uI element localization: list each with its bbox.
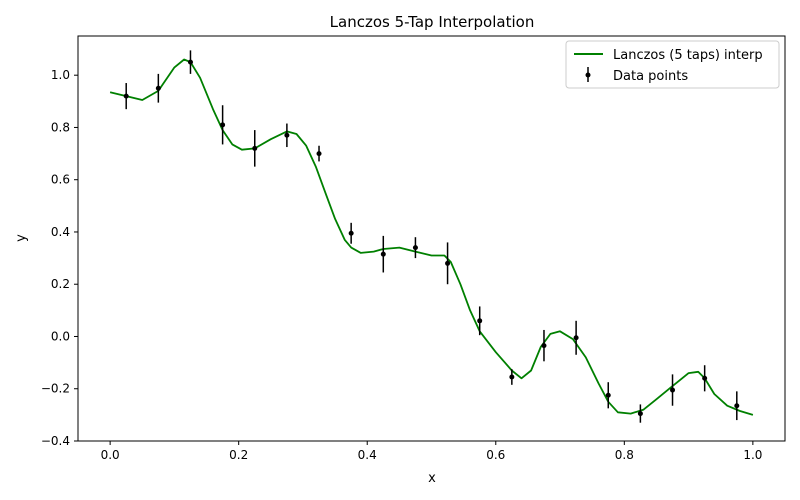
x-tick-label: 0.6 (486, 448, 505, 462)
legend-line-label: Lanczos (5 taps) interp (613, 48, 763, 63)
data-point (702, 375, 708, 381)
data-point (155, 85, 161, 91)
plot-area (109, 50, 754, 423)
axis-ticks: 0.0 0.2 0.4 0.6 0.8 1.0 −0.4 −0.2 0.0 0.2 0.4 0.6 0.… (41, 68, 763, 462)
data-point (348, 230, 354, 236)
data-point (573, 335, 579, 341)
legend-points-label: Data points (613, 69, 688, 84)
data-point (445, 260, 451, 266)
y-tick-label: 0.8 (51, 120, 70, 134)
axes-frame (77, 35, 786, 442)
data-point (637, 411, 643, 417)
y-tick-label: 0.6 (51, 173, 70, 187)
data-point (605, 392, 611, 398)
data-point (670, 387, 676, 393)
x-axis-label: x (428, 471, 436, 486)
legend-box (565, 40, 780, 89)
data-point (316, 151, 322, 157)
series-line-lanczos (109, 58, 754, 416)
x-tick-label: 0.2 (229, 448, 248, 462)
y-tick-label: 0.0 (51, 329, 70, 343)
x-tick-label: 0.4 (358, 448, 377, 462)
y-axis-label: y (14, 234, 29, 242)
y-tick-label: 0.4 (51, 225, 70, 239)
data-point (284, 132, 290, 138)
data-point (412, 245, 418, 251)
data-point (734, 403, 740, 409)
data-point (220, 122, 226, 128)
legend: Lanczos (5 taps) interp Data points (565, 40, 780, 89)
x-tick-label: 1.0 (743, 448, 762, 462)
y-tick-label: −0.2 (41, 382, 70, 396)
legend-marker-swatch (585, 72, 591, 78)
chart-title: Lanczos 5-Tap Interpolation (330, 13, 535, 31)
y-tick-label: 1.0 (51, 68, 70, 82)
data-point (477, 318, 483, 324)
data-point (541, 343, 547, 349)
y-tick-label: −0.4 (41, 434, 70, 448)
data-point (187, 59, 193, 65)
data-point (509, 374, 515, 380)
y-tick-label: 0.2 (51, 277, 70, 291)
data-point (380, 251, 386, 257)
data-point (123, 93, 129, 99)
x-tick-label: 0.0 (101, 448, 120, 462)
x-tick-label: 0.8 (615, 448, 634, 462)
data-point (252, 145, 258, 151)
